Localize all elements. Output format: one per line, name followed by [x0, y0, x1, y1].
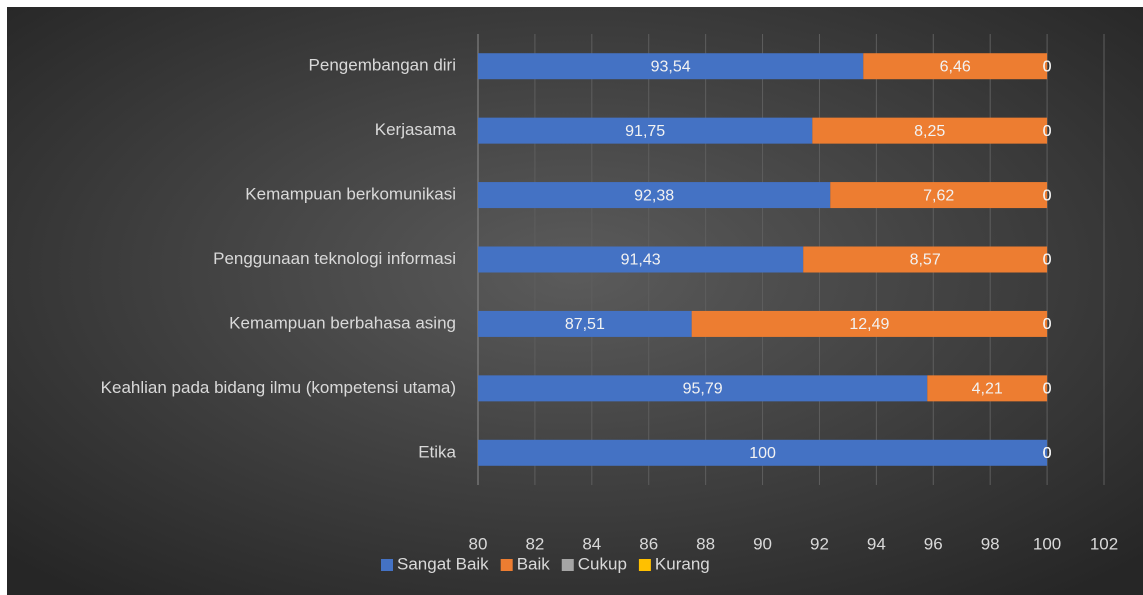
x-tick-label: 98: [981, 534, 1000, 553]
data-label: 0: [1043, 123, 1052, 140]
legend-label: Baik: [517, 554, 551, 573]
legend-label: Kurang: [655, 554, 710, 573]
data-label: 100: [749, 445, 776, 462]
y-tick-label: Kemampuan berbahasa asing: [229, 313, 456, 332]
chart-background: [7, 7, 1143, 595]
bar-segment: [478, 439, 1048, 466]
data-label: 0: [1043, 187, 1052, 204]
legend-swatch: [500, 559, 513, 571]
bar-segment: [830, 182, 1048, 209]
data-label: 0: [1043, 381, 1052, 398]
data-label: 91,43: [621, 252, 661, 269]
data-label: 0: [1043, 445, 1052, 462]
bar-segment: [812, 117, 1048, 144]
y-tick-label: Keahlian pada bidang ilmu (kompetensi ut…: [101, 378, 456, 397]
x-tick-label: 84: [582, 534, 601, 553]
data-label: 0: [1043, 445, 1052, 462]
data-label: 6,46: [940, 58, 971, 75]
legend-swatch: [381, 559, 393, 571]
y-tick-label: Kerjasama: [375, 120, 457, 139]
bar-segment: [691, 310, 1048, 337]
data-label: 91,75: [625, 123, 665, 140]
data-label: 0: [1043, 252, 1052, 269]
legend-swatch: [561, 559, 574, 571]
data-label: 92,38: [634, 187, 674, 204]
bar-segment: [927, 375, 1048, 402]
data-label: 0: [1043, 58, 1052, 75]
data-label: 0: [1043, 381, 1052, 398]
bar-segment: [478, 375, 928, 402]
y-tick-label: Etika: [418, 442, 456, 461]
data-label: 0: [1043, 252, 1052, 269]
data-label: 8,57: [910, 252, 941, 269]
data-label: 95,79: [683, 381, 723, 398]
data-label: 93,54: [651, 58, 691, 75]
x-tick-label: 92: [810, 534, 829, 553]
x-tick-label: 86: [639, 534, 658, 553]
data-label: 0: [1043, 187, 1052, 204]
legend-label: Sangat Baik: [397, 554, 489, 573]
x-tick-label: 100: [1033, 534, 1061, 553]
data-label: 12,49: [849, 316, 889, 333]
y-tick-label: Pengembangan diri: [309, 56, 456, 75]
data-label: 7,62: [923, 187, 954, 204]
data-label: 0: [1043, 316, 1052, 333]
x-tick-label: 80: [469, 534, 488, 553]
data-label: 0: [1043, 445, 1052, 462]
data-label: 87,51: [565, 316, 605, 333]
bar-segment: [478, 310, 692, 337]
x-tick-label: 88: [696, 534, 715, 553]
data-label: 0: [1043, 316, 1052, 333]
x-tick-label: 94: [867, 534, 886, 553]
x-tick-label: 102: [1090, 534, 1118, 553]
bar-segment: [478, 182, 831, 209]
x-tick-label: 96: [924, 534, 943, 553]
data-label: 0: [1043, 123, 1052, 140]
y-tick-label: Penggunaan teknologi informasi: [213, 249, 456, 268]
legend-label: Cukup: [578, 554, 627, 573]
bar-segment: [803, 246, 1048, 273]
data-label: 4,21: [972, 381, 1003, 398]
bar-segment: [478, 53, 864, 80]
x-tick-label: 90: [753, 534, 772, 553]
x-tick-label: 82: [525, 534, 544, 553]
data-label: 0: [1043, 58, 1052, 75]
bar-segment: [478, 117, 813, 144]
y-tick-label: Kemampuan berkomunikasi: [245, 185, 456, 204]
legend-swatch: [638, 559, 651, 571]
data-label: 8,25: [914, 123, 945, 140]
bar-segment: [478, 246, 804, 273]
bar-segment: [863, 53, 1048, 80]
